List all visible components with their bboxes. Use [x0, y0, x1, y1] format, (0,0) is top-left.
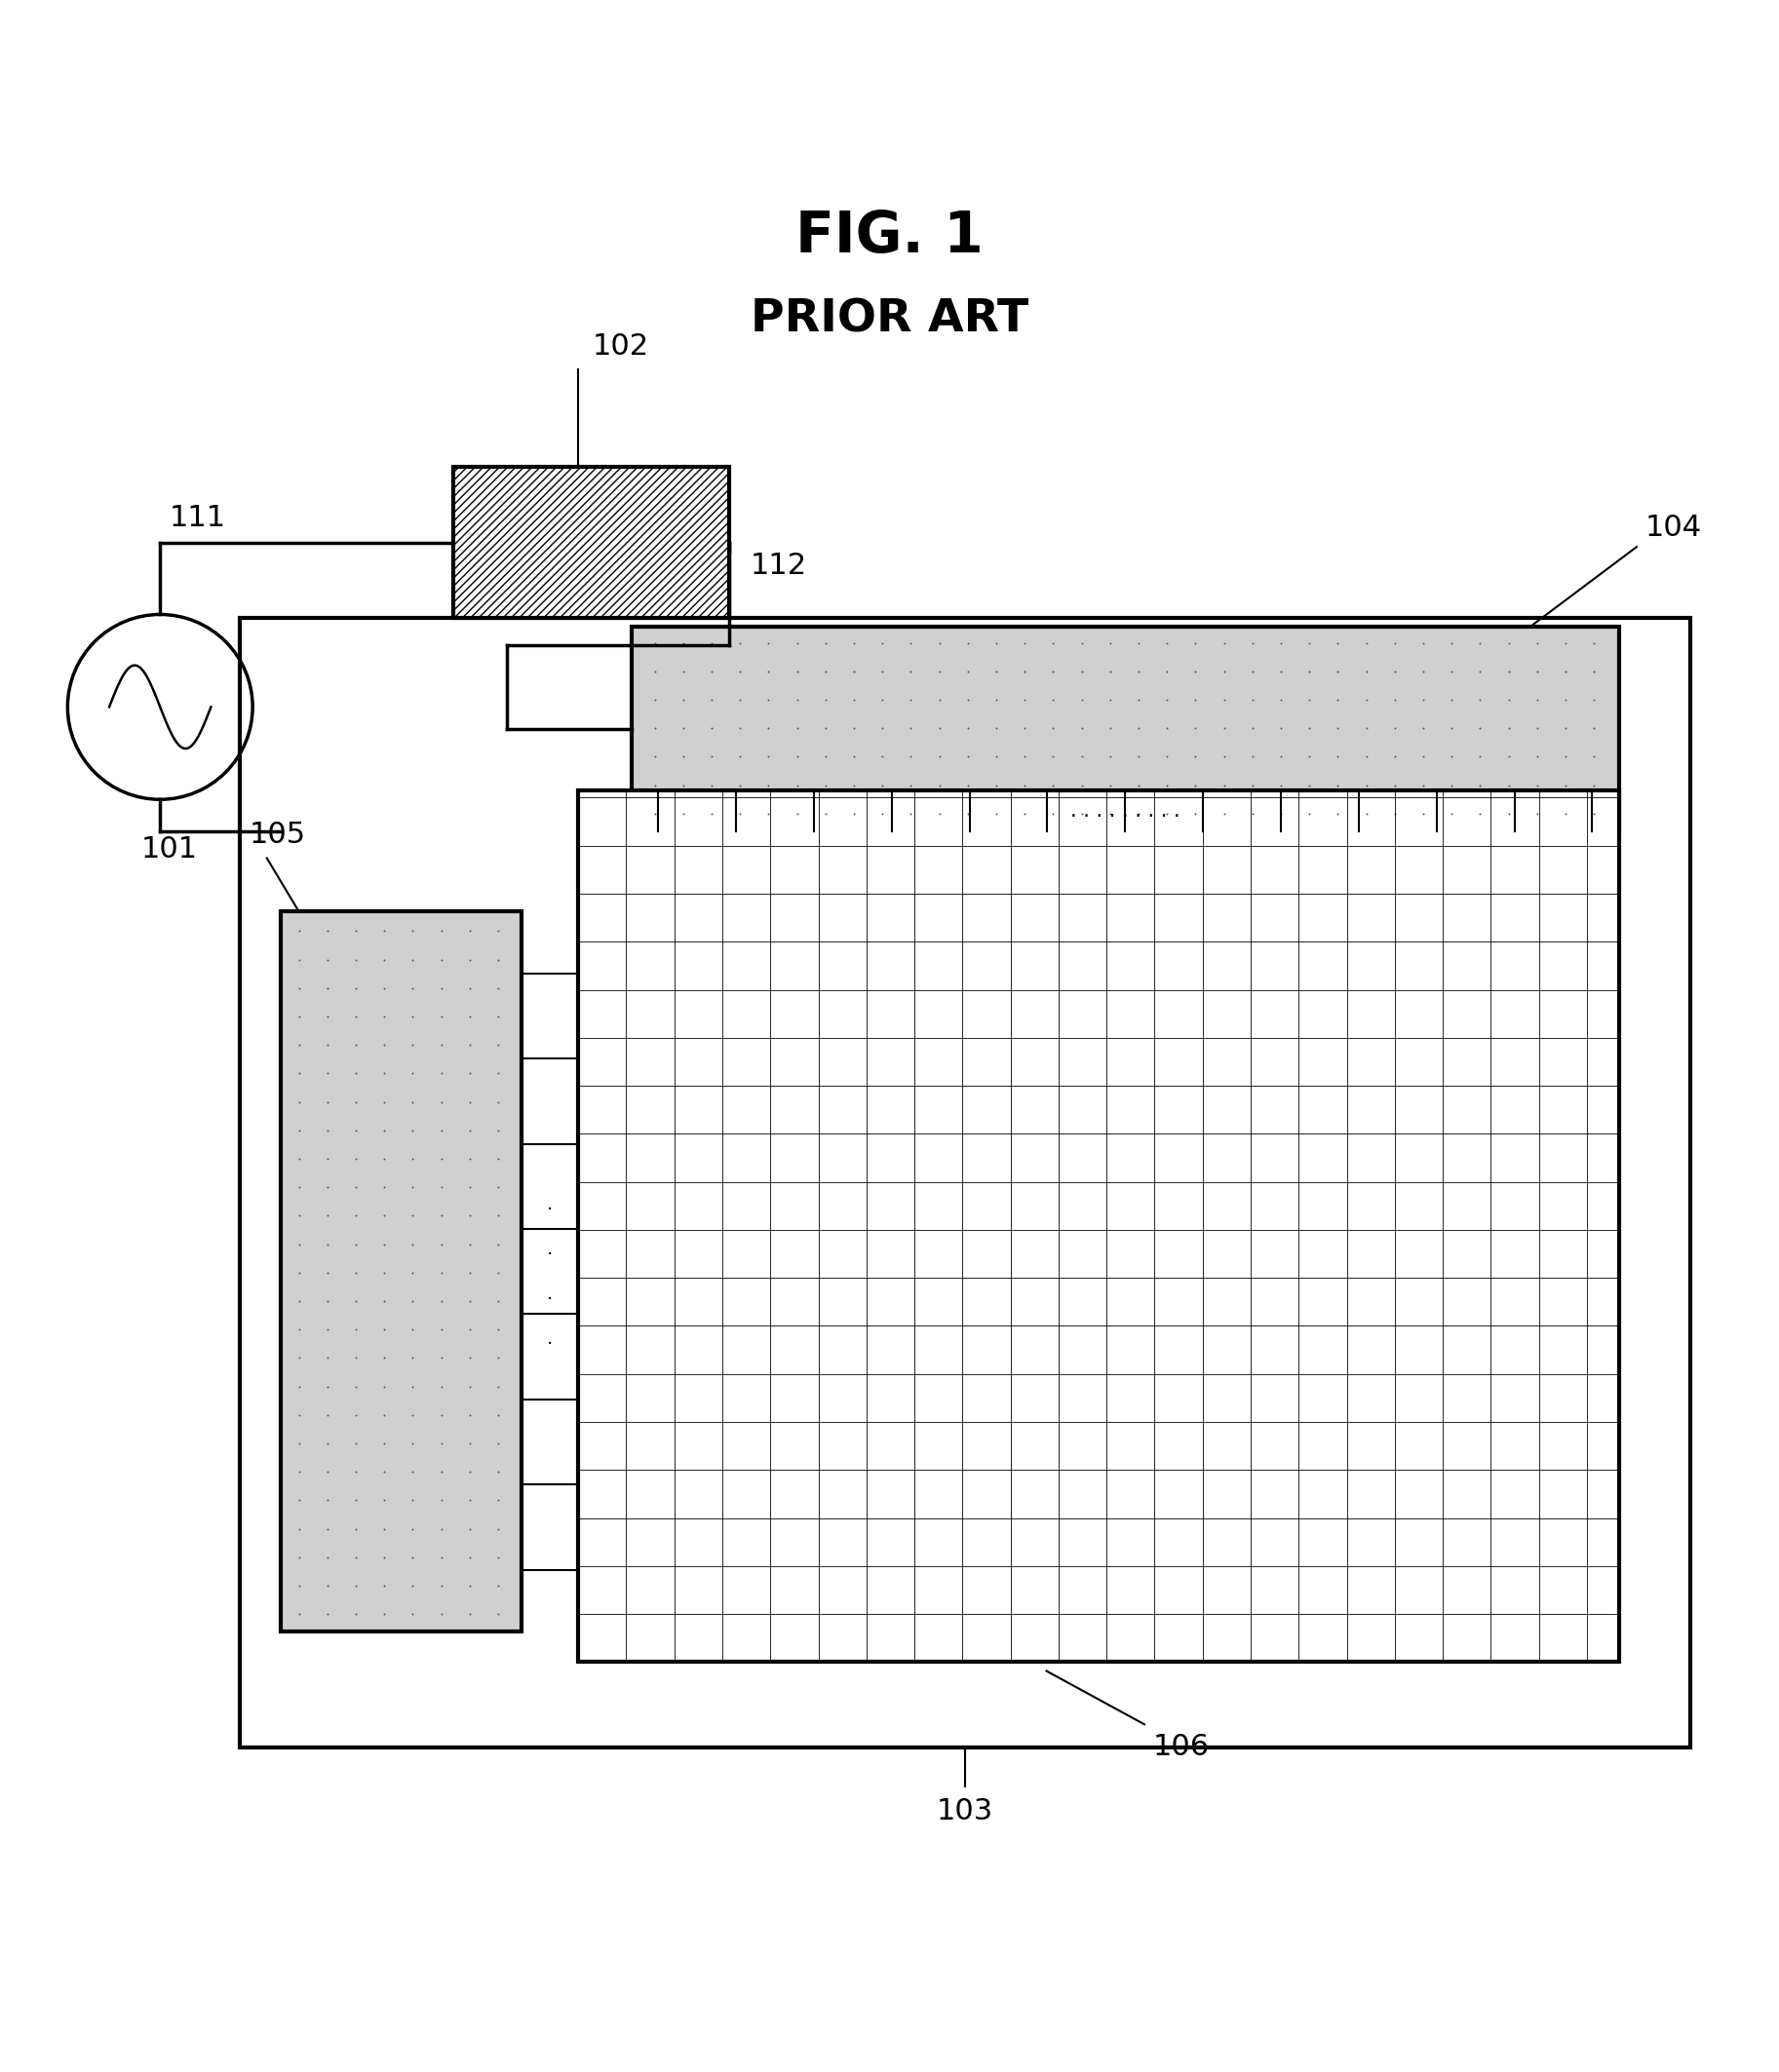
Text: PRIOR ART: PRIOR ART [751, 298, 1028, 342]
Bar [578, 792, 1619, 1662]
Text: . . . . . . . . .: . . . . . . . . . [1071, 802, 1179, 821]
Bar [240, 617, 1690, 1747]
Bar [454, 466, 729, 617]
Text: .
.
.
.: . . . . [546, 1196, 553, 1349]
Text: 103: 103 [938, 1796, 993, 1825]
Bar [632, 628, 1619, 831]
Text: 112: 112 [751, 551, 808, 580]
Text: 105: 105 [249, 821, 306, 850]
Text: 104: 104 [1646, 514, 1703, 541]
Bar [281, 912, 521, 1633]
Text: FIG. 1: FIG. 1 [795, 209, 984, 265]
Text: 111: 111 [169, 503, 226, 533]
Text: 102: 102 [592, 332, 649, 361]
Text: 101: 101 [141, 835, 197, 864]
Text: 106: 106 [1153, 1734, 1210, 1761]
